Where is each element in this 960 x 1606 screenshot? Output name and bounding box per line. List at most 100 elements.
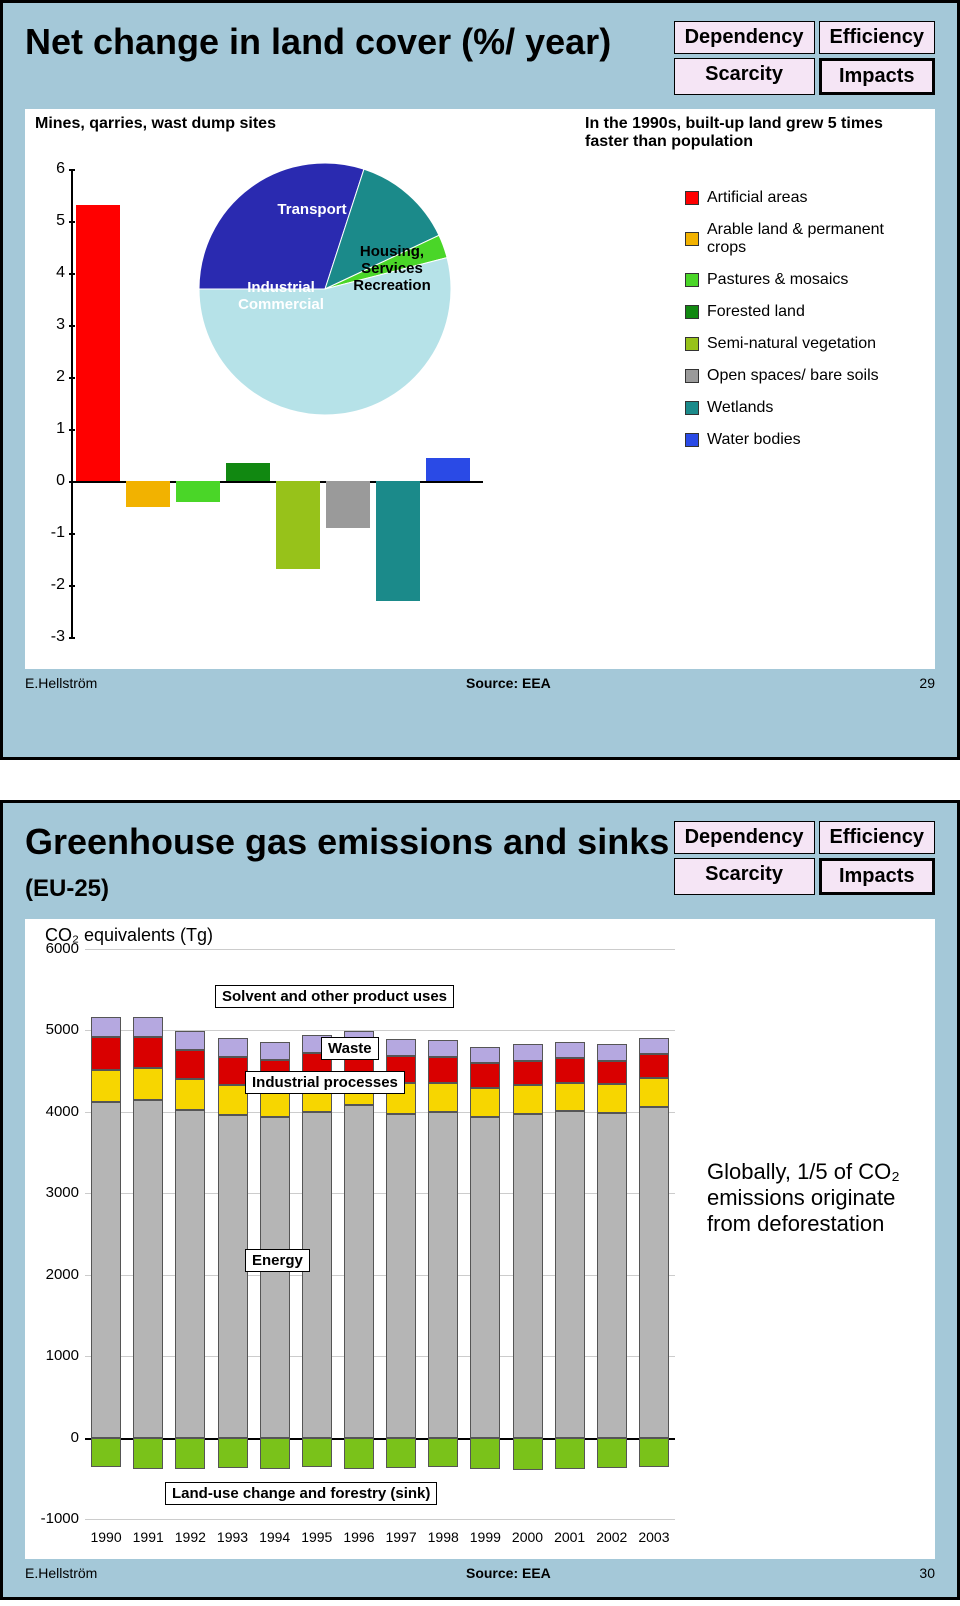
pie-label-transport: Transport xyxy=(267,201,357,218)
slide1-chart-area: Mines, qarries, wast dump sites In the 1… xyxy=(25,109,935,669)
sink-bar xyxy=(555,1438,585,1469)
slide-2: Greenhouse gas emissions and sinks (EU-2… xyxy=(0,800,960,1600)
legend-item: Wetlands xyxy=(685,399,925,417)
x-label: 1991 xyxy=(133,1529,164,1545)
bar-segment xyxy=(175,1050,205,1079)
sink-bar xyxy=(470,1438,500,1470)
bar-segment xyxy=(555,1083,585,1112)
ytick: 6000 xyxy=(35,940,79,957)
category-matrix: Dependency Efficiency Scarcity Impacts xyxy=(674,21,935,95)
sink-bar xyxy=(386,1438,416,1468)
ytick: 5000 xyxy=(35,1021,79,1038)
bar-segment xyxy=(218,1115,248,1437)
author: E.Hellström xyxy=(25,675,97,691)
x-label: 2003 xyxy=(638,1529,669,1545)
legend-item: Artificial areas xyxy=(685,189,925,207)
bar-segment xyxy=(639,1107,669,1438)
ytick: 2000 xyxy=(35,1266,79,1283)
ytick: -2 xyxy=(35,576,65,594)
sink-bar xyxy=(597,1438,627,1468)
slide2-chart-area: CO₂ equivalents (Tg) Globally, 1/5 of CO… xyxy=(25,919,935,1559)
bar-segment xyxy=(133,1037,163,1068)
bar-segment xyxy=(597,1113,627,1438)
bar-segment xyxy=(302,1112,332,1438)
callout: Solvent and other product uses xyxy=(215,985,454,1008)
ytick: 3 xyxy=(35,316,65,334)
bar-segment xyxy=(218,1038,248,1057)
callout: Waste xyxy=(321,1037,379,1060)
category-matrix: Dependency Efficiency Scarcity Impacts xyxy=(674,821,935,895)
bar-segment xyxy=(133,1100,163,1438)
matrix-efficiency: Efficiency xyxy=(819,821,935,854)
x-label: 1998 xyxy=(428,1529,459,1545)
sink-bar xyxy=(91,1438,121,1467)
bar-segment xyxy=(597,1044,627,1060)
bar-segment xyxy=(470,1088,500,1117)
legend-item: Open spaces/ bare soils xyxy=(685,367,925,385)
bar-segment xyxy=(513,1085,543,1114)
ytick: -1 xyxy=(35,524,65,542)
ytick: 1000 xyxy=(35,1347,79,1364)
bar-5 xyxy=(326,481,370,528)
ytick: 0 xyxy=(35,472,65,490)
bar-segment xyxy=(597,1084,627,1113)
bar-7 xyxy=(426,458,470,481)
ytick: 3000 xyxy=(35,1184,79,1201)
slide-1: Net change in land cover (%/ year) Depen… xyxy=(0,0,960,760)
bar-segment xyxy=(555,1111,585,1438)
deforestation-note: Globally, 1/5 of CO₂ emissions originate… xyxy=(707,1159,927,1237)
source-label: Source: EEA xyxy=(466,1565,551,1581)
bar-segment xyxy=(133,1017,163,1037)
bar-segment xyxy=(91,1017,121,1037)
bar-segment xyxy=(218,1057,248,1086)
bar-segment xyxy=(91,1070,121,1103)
x-label: 1994 xyxy=(259,1529,290,1545)
sink-bar xyxy=(218,1438,248,1468)
ytick: 4 xyxy=(35,264,65,282)
ytick: 6 xyxy=(35,160,65,178)
bar-segment xyxy=(428,1083,458,1112)
gridline xyxy=(85,1519,675,1520)
bar-segment xyxy=(470,1047,500,1063)
bar-segment xyxy=(91,1037,121,1070)
bar-segment xyxy=(470,1063,500,1088)
matrix-scarcity: Scarcity xyxy=(674,58,815,95)
legend-item: Forested land xyxy=(685,303,925,321)
sink-bar xyxy=(260,1438,290,1469)
x-label: 2002 xyxy=(596,1529,627,1545)
bar-2 xyxy=(176,481,220,502)
pie-label-industrial: Industrial Commercial xyxy=(231,279,331,313)
bar-segment xyxy=(344,1105,374,1437)
bar-segment xyxy=(639,1078,669,1107)
bar-segment xyxy=(386,1114,416,1438)
bar-segment xyxy=(175,1031,205,1050)
sink-bar xyxy=(639,1438,669,1467)
page-number: 30 xyxy=(919,1565,935,1581)
ytick: 4000 xyxy=(35,1103,79,1120)
x-label: 1999 xyxy=(470,1529,501,1545)
builtup-note: In the 1990s, built-up land grew 5 times… xyxy=(585,115,925,151)
ytick: 0 xyxy=(35,1429,79,1446)
bar-segment xyxy=(386,1039,416,1056)
bar-segment xyxy=(218,1085,248,1115)
bar-segment xyxy=(555,1058,585,1082)
sink-bar xyxy=(344,1438,374,1470)
ytick: -1000 xyxy=(35,1510,79,1527)
bar-segment xyxy=(513,1061,543,1085)
callout: Land-use change and forestry (sink) xyxy=(165,1482,437,1505)
bar-segment xyxy=(428,1112,458,1438)
callout: Industrial processes xyxy=(245,1071,405,1094)
sink-bar xyxy=(302,1438,332,1467)
sink-bar xyxy=(133,1438,163,1469)
x-label: 2000 xyxy=(512,1529,543,1545)
mines-label: Mines, qarries, wast dump sites xyxy=(35,115,335,151)
x-label: 2001 xyxy=(554,1529,585,1545)
sink-bar xyxy=(175,1438,205,1469)
x-label: 1992 xyxy=(175,1529,206,1545)
bar-segment xyxy=(470,1117,500,1438)
legend-item: Arable land & permanent crops xyxy=(685,221,925,257)
x-label: 1996 xyxy=(343,1529,374,1545)
matrix-impacts: Impacts xyxy=(819,858,935,895)
legend-item: Semi-natural vegetation xyxy=(685,335,925,353)
sink-bar xyxy=(428,1438,458,1467)
